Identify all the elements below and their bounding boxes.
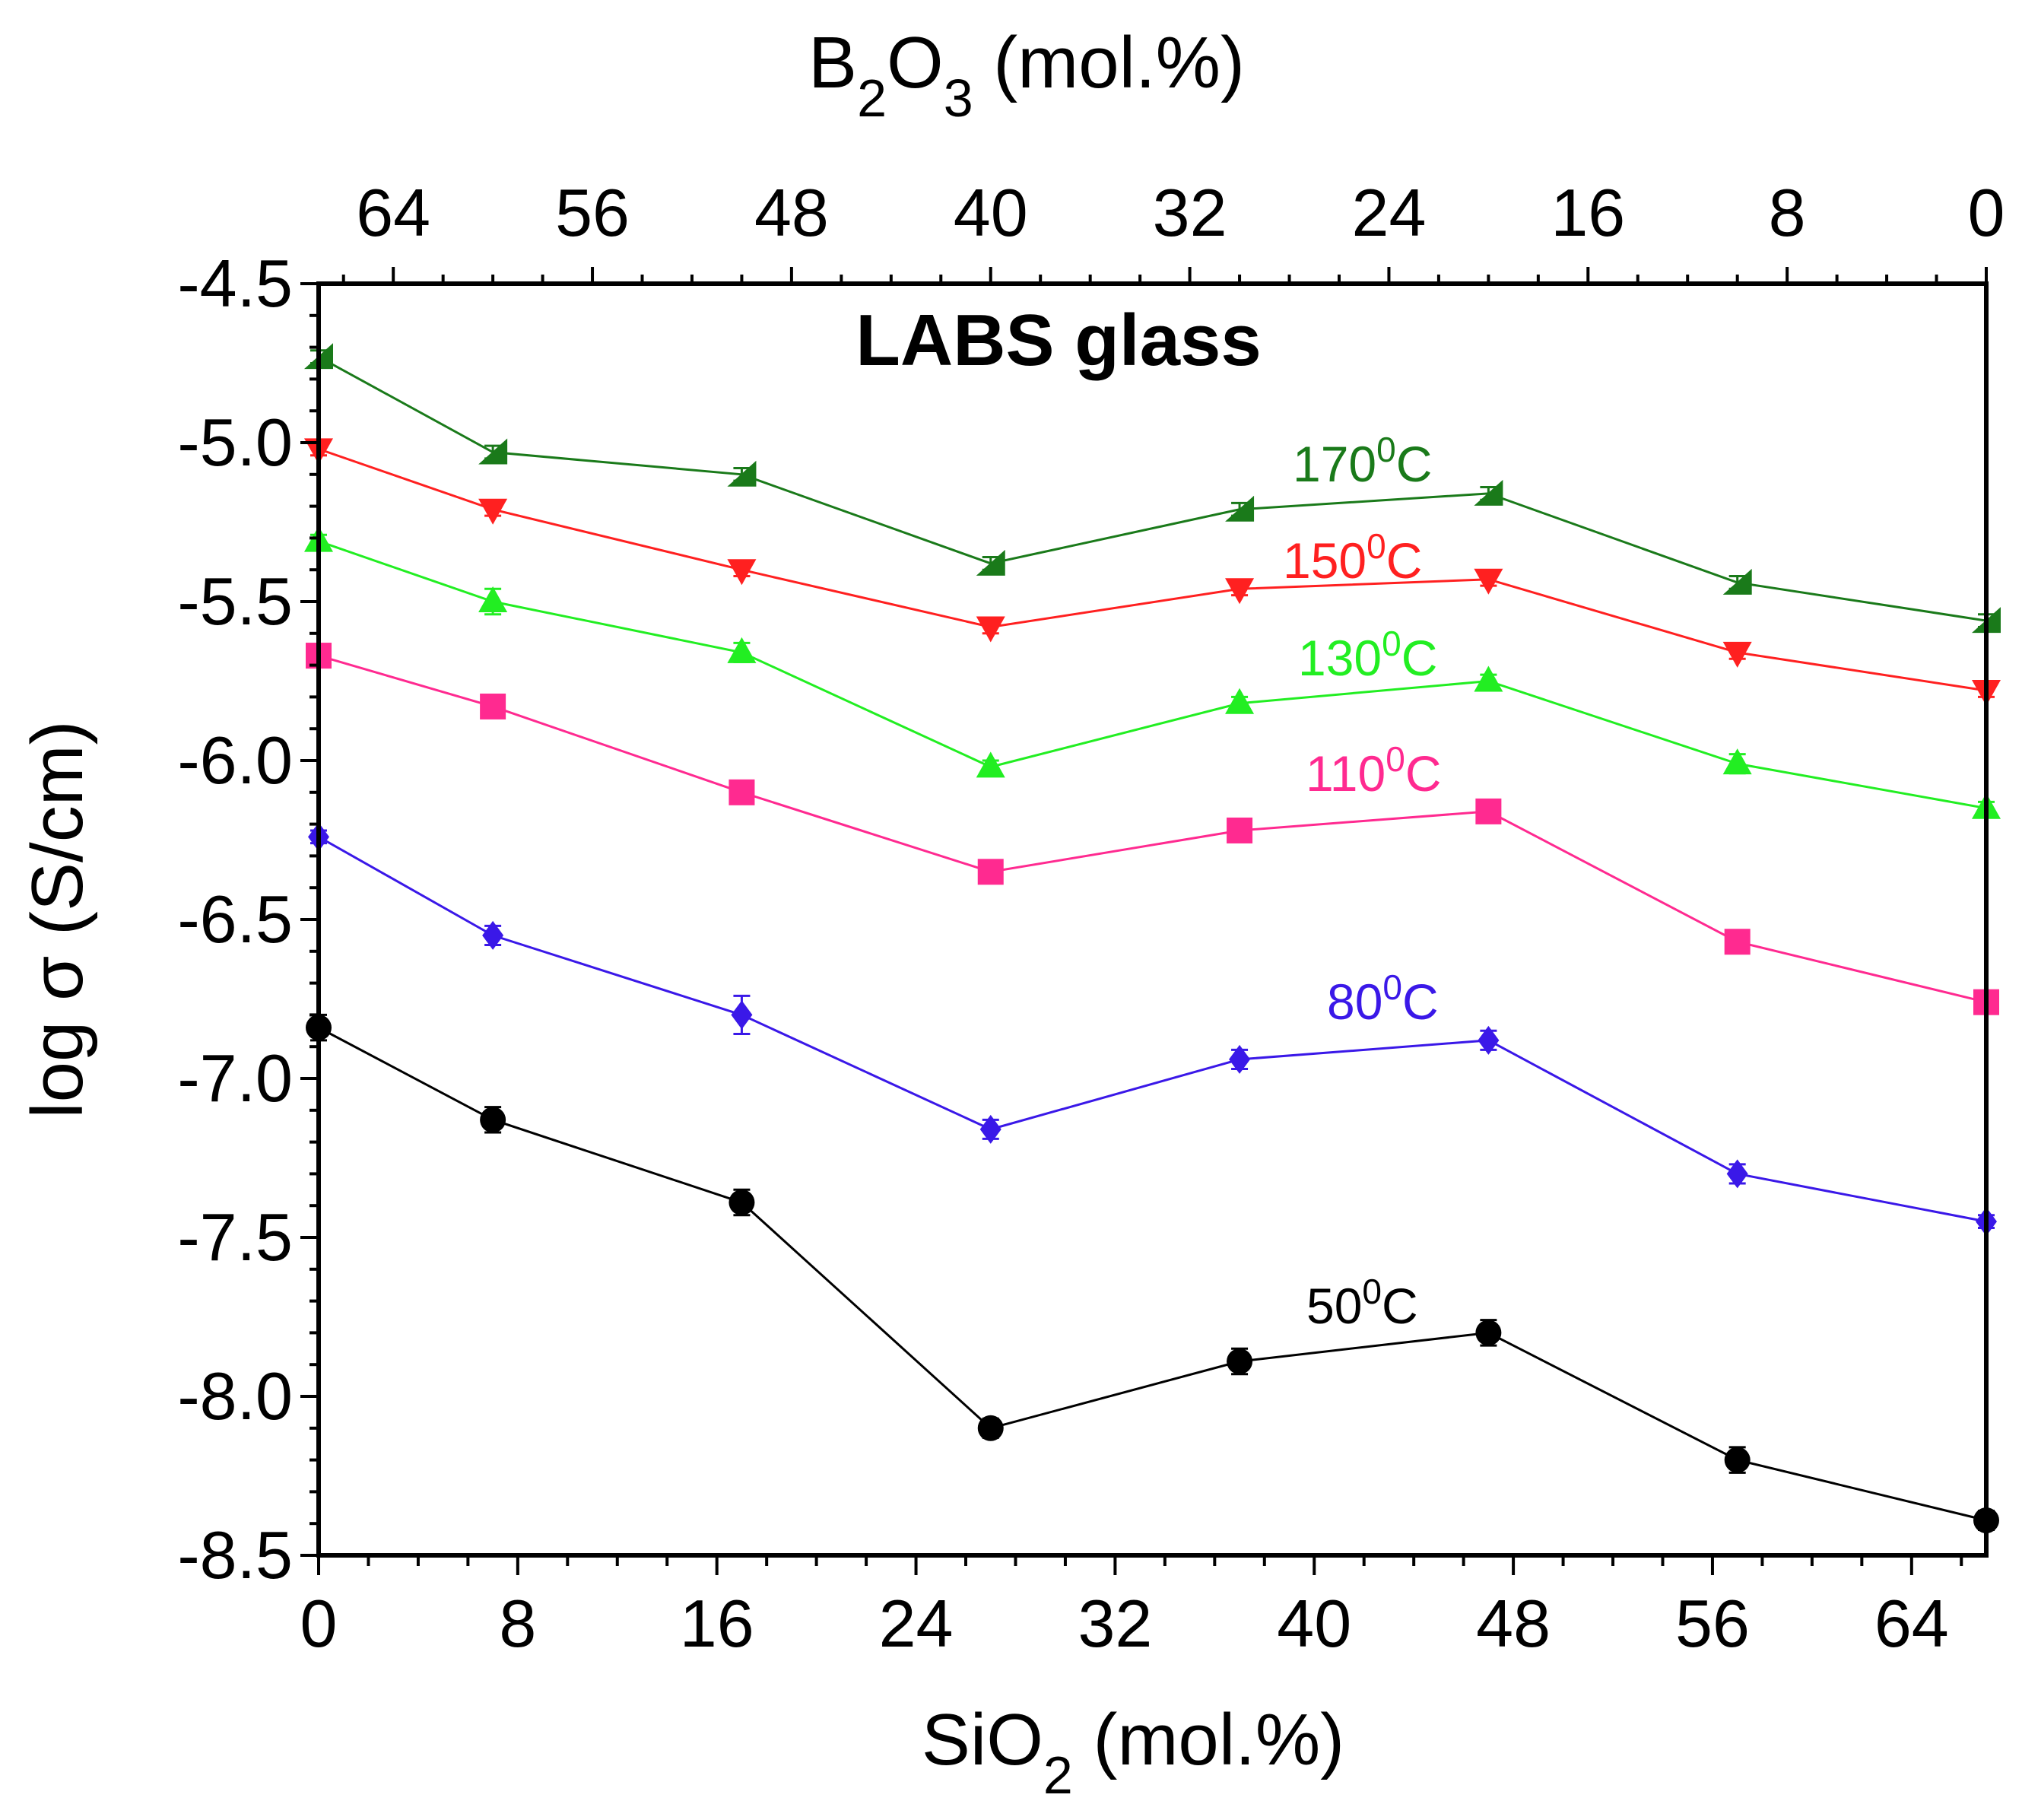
x-tick-label: 32 [1078, 1586, 1152, 1661]
x2-tick-label: 40 [954, 175, 1028, 250]
series-line [318, 447, 1987, 692]
x-tick-label: 48 [1476, 1586, 1551, 1661]
y-tick-label: -7.5 [177, 1199, 293, 1275]
data-point-diamond [731, 1000, 753, 1030]
data-point-triangle-up [727, 637, 757, 663]
x2-tick-label: 32 [1153, 175, 1227, 250]
y-tick-label: -6.0 [177, 723, 293, 798]
y-tick-label: -4.5 [177, 246, 293, 321]
y-axis-title: log σ (S/cm) [17, 720, 98, 1118]
x-tick-label: 8 [499, 1586, 536, 1661]
data-point-triangle-down [976, 616, 1005, 643]
chart-title: LABS glass [855, 300, 1261, 381]
series-label-110: 1100C [1306, 739, 1442, 802]
data-point-diamond [482, 920, 504, 950]
y-tick-label: -5.5 [177, 564, 293, 639]
series-line [318, 654, 1987, 1004]
data-point-triangle-up [1722, 748, 1752, 775]
data-point-square [1227, 817, 1253, 843]
y-tick-label: -5.0 [177, 405, 293, 480]
y-tick-label: -6.5 [177, 881, 293, 957]
data-point-triangle-left [478, 438, 508, 465]
data-point-square [480, 693, 506, 719]
x-tick-label: 0 [300, 1586, 338, 1661]
series-line [318, 836, 1987, 1223]
data-point-diamond [1726, 1159, 1748, 1189]
data-point-triangle-left [727, 460, 757, 487]
series-line [318, 355, 1987, 622]
x2-tick-label: 8 [1769, 175, 1806, 250]
data-point-circle [1227, 1348, 1253, 1375]
data-point-triangle-left [1225, 495, 1255, 522]
data-point-triangle-up [1225, 688, 1255, 714]
y-tick-label: -8.0 [177, 1358, 293, 1434]
data-point-circle [480, 1107, 506, 1133]
x-tick-label: 64 [1874, 1586, 1949, 1661]
series-130 [304, 526, 2001, 819]
x2-tick-label: 48 [754, 175, 829, 250]
data-point-square [1475, 798, 1502, 824]
series-110 [306, 643, 1999, 1015]
x2-tick-label: 56 [555, 175, 630, 250]
series-line [318, 540, 1987, 810]
x-tick-label: 40 [1277, 1586, 1351, 1661]
data-point-diamond [979, 1114, 1001, 1144]
data-point-circle [728, 1190, 755, 1216]
data-point-triangle-down [1474, 568, 1503, 595]
series-label-130: 1300C [1298, 624, 1437, 686]
data-point-square [977, 859, 1004, 885]
top-axis-title: B2O3 (mol.%) [808, 22, 1245, 128]
data-point-diamond [1229, 1044, 1251, 1074]
series-label-80: 800C [1327, 967, 1439, 1030]
series-label-150: 1500C [1283, 526, 1422, 589]
data-point-triangle-up [976, 751, 1005, 778]
x-axis-title: SiO2 (mol.%) [922, 1699, 1344, 1805]
x-tick-label: 16 [680, 1586, 754, 1661]
data-point-square [728, 779, 755, 805]
data-point-triangle-left [976, 549, 1005, 576]
series-line [318, 1026, 1987, 1522]
y-tick-label: -8.5 [177, 1517, 293, 1593]
x-tick-label: 56 [1675, 1586, 1750, 1661]
data-point-triangle-down [1722, 641, 1752, 668]
series-label-50: 500C [1306, 1272, 1418, 1334]
x-tick-label: 24 [879, 1586, 954, 1661]
data-point-diamond [1478, 1025, 1500, 1055]
data-point-square [1724, 929, 1751, 955]
data-point-triangle-down [727, 559, 757, 586]
data-point-circle [1475, 1320, 1502, 1346]
data-point-circle [977, 1415, 1004, 1441]
x2-tick-label: 64 [356, 175, 430, 250]
data-point-triangle-up [1474, 665, 1503, 692]
x2-tick-label: 0 [1968, 175, 2005, 250]
data-point-circle [1724, 1447, 1751, 1473]
series-label-170: 1700C [1293, 430, 1432, 492]
data-point-triangle-down [478, 498, 508, 525]
y-tick-label: -7.0 [177, 1040, 293, 1116]
x2-tick-label: 16 [1551, 175, 1625, 250]
series-170 [304, 343, 2001, 634]
data-point-triangle-left [1722, 568, 1752, 595]
data-point-triangle-down [1225, 578, 1255, 605]
data-point-triangle-left [1474, 479, 1503, 506]
x2-tick-label: 24 [1352, 175, 1427, 250]
data-point-triangle-up [478, 586, 508, 612]
